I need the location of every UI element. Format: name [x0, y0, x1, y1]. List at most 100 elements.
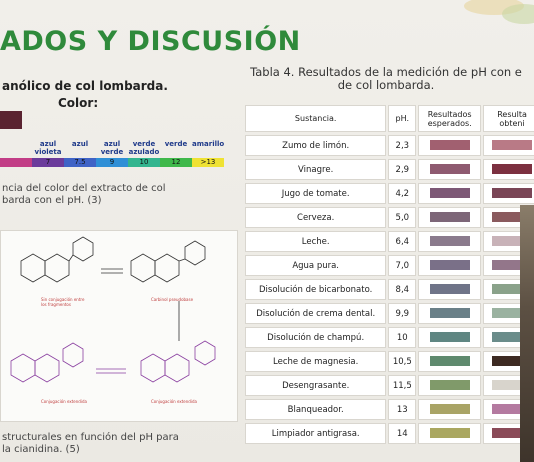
figure-caption-1: ncia del color del extracto de col barda… [2, 183, 166, 206]
ph-results-table: Sustancia. pH. Resultados esperados. Res… [243, 102, 534, 447]
cell-esperado [418, 135, 482, 156]
svg-text:los fragmentos: los fragmentos [41, 302, 71, 307]
scale-swatch: 7 [32, 158, 64, 167]
cell-esperado [418, 375, 482, 396]
scale-swatch: 12 [160, 158, 192, 167]
ph-color-scale: azul violeta azul azul verde verde azulado v… [0, 140, 230, 167]
header-sustancia: Sustancia. [245, 105, 387, 132]
scale-name: verde [164, 140, 188, 148]
scale-name: amarillo [192, 140, 225, 148]
expected-color-swatch [429, 164, 470, 175]
scale-swatch [0, 158, 32, 167]
cell-ph: 11,5 [388, 375, 417, 396]
table-row: Disolución de bicarbonato. 8,4 [245, 279, 534, 300]
expected-color-swatch [429, 236, 470, 247]
cell-sustancia: Disolución de bicarbonato. [245, 279, 387, 300]
cell-sustancia: Desengrasante. [245, 375, 387, 396]
cell-sustancia: Disolución de crema dental. [245, 303, 387, 324]
color-label: Color: [58, 96, 99, 110]
table-row: Vinagre. 2,9 [245, 159, 534, 180]
scale-name: azul violeta [34, 140, 62, 156]
page-title: ADOS Y DISCUSIÓN [0, 26, 301, 57]
leaf-decoration-icon [464, 0, 534, 24]
scale-color-names: azul violeta azul azul verde verde azulado v… [0, 140, 230, 156]
obtained-color-swatch [492, 212, 533, 223]
expected-color-swatch [429, 260, 470, 271]
cell-sustancia: Cerveza. [245, 207, 387, 228]
expected-color-swatch [429, 188, 470, 199]
cell-esperado [418, 279, 482, 300]
obtained-color-swatch [492, 260, 533, 271]
scale-name: azul verde [100, 140, 124, 156]
expected-color-swatch [429, 332, 470, 343]
expected-color-swatch [429, 140, 470, 151]
cell-esperado [418, 303, 482, 324]
cell-esperado [418, 399, 482, 420]
table-title: Tabla 4. Resultados de la medición de pH… [250, 65, 522, 92]
header-esperados: Resultados esperados. [418, 105, 482, 132]
scale-swatch: >13 [192, 158, 224, 167]
cell-esperado [418, 351, 482, 372]
header-obtenidos: Resulta obteni [483, 105, 534, 132]
cell-sustancia: Leche de magnesia. [245, 351, 387, 372]
cell-esperado [418, 207, 482, 228]
cell-ph: 10,5 [388, 351, 417, 372]
table-row: Leche de magnesia. 10,5 [245, 351, 534, 372]
scale-name [0, 140, 32, 156]
cell-sustancia: Disolución de champú. [245, 327, 387, 348]
svg-text:Conjugación extendida: Conjugación extendida [41, 399, 87, 404]
chemical-structures-icon: Sin conjugación entre los fragmentos Car… [10, 236, 216, 404]
cell-sustancia: Jugo de tomate. [245, 183, 387, 204]
table-header-row: Sustancia. pH. Resultados esperados. Res… [245, 105, 534, 132]
cell-sustancia: Zumo de limón. [245, 135, 387, 156]
table-row: Leche. 6,4 [245, 231, 534, 252]
obtained-color-swatch [492, 140, 533, 151]
cell-ph: 7,0 [388, 255, 417, 276]
cell-obtenido [483, 159, 534, 180]
header-ph: pH. [388, 105, 417, 132]
obtained-color-swatch [492, 236, 533, 247]
expected-color-swatch [429, 380, 470, 391]
cell-ph: 10 [388, 327, 417, 348]
cell-ph: 2,9 [388, 159, 417, 180]
table-row: Zumo de limón. 2,3 [245, 135, 534, 156]
expected-color-swatch [429, 284, 470, 295]
cell-obtenido [483, 135, 534, 156]
table-row: Disolución de champú. 10 [245, 327, 534, 348]
expected-color-swatch [429, 356, 470, 367]
obtained-color-swatch [492, 428, 533, 439]
cell-esperado [418, 231, 482, 252]
scale-color-bar: 7 7.5 9 10 12 >13 [0, 158, 230, 167]
obtained-color-swatch [492, 356, 533, 367]
scale-name: azul [71, 140, 89, 148]
expected-color-swatch [429, 404, 470, 415]
cyanidin-structures-figure: Sin conjugación entre los fragmentos Car… [0, 230, 238, 422]
svg-text:Sin conjugación entre: Sin conjugación entre [41, 297, 85, 302]
cell-esperado [418, 183, 482, 204]
cell-ph: 14 [388, 423, 417, 444]
obtained-color-swatch [492, 332, 533, 343]
expected-color-swatch [429, 428, 470, 439]
expected-color-swatch [429, 308, 470, 319]
obtained-color-swatch [492, 284, 533, 295]
cell-sustancia: Limpiador antigrasa. [245, 423, 387, 444]
table-row: Limpiador antigrasa. 14 [245, 423, 534, 444]
cell-obtenido [483, 183, 534, 204]
scale-swatch: 9 [96, 158, 128, 167]
obtained-color-swatch [492, 404, 533, 415]
extract-color-swatch [0, 111, 22, 129]
cell-ph: 9,9 [388, 303, 417, 324]
cell-sustancia: Blanqueador. [245, 399, 387, 420]
cell-ph: 2,3 [388, 135, 417, 156]
scale-name: verde azulado [128, 140, 160, 156]
table-row: Cerveza. 5,0 [245, 207, 534, 228]
svg-text:Conjugación extendida: Conjugación extendida [151, 399, 197, 404]
svg-text:Carbinol pseudobase: Carbinol pseudobase [151, 297, 194, 302]
cell-esperado [418, 255, 482, 276]
scale-swatch: 7.5 [64, 158, 96, 167]
cell-ph: 5,0 [388, 207, 417, 228]
cell-ph: 6,4 [388, 231, 417, 252]
table-row: Disolución de crema dental. 9,9 [245, 303, 534, 324]
cell-sustancia: Vinagre. [245, 159, 387, 180]
